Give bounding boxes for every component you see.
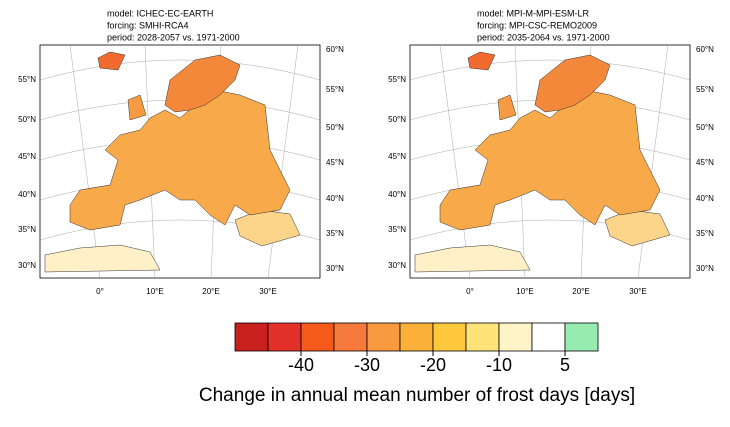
- colorbar-box: [465, 322, 500, 352]
- lat-label: 40°N: [18, 190, 36, 199]
- lon-label: 0°: [96, 287, 104, 296]
- land-iceland: [467, 51, 496, 71]
- lat-label: 35°N: [326, 229, 344, 238]
- lon-label: 20°E: [572, 287, 589, 296]
- lat-label: 40°N: [388, 190, 406, 199]
- lat-label: 30°N: [18, 261, 36, 270]
- lat-label: 40°N: [696, 194, 714, 203]
- lon-label: 20°E: [202, 287, 219, 296]
- lat-label: 40°N: [326, 194, 344, 203]
- panel-header: model: ICHEC-EC-EARTH: [107, 8, 213, 18]
- colorbar-tick-label: -30: [354, 355, 380, 375]
- map-panel: model: MPI-M-MPI-ESM-LR forcing: MPI-CSC-…: [388, 8, 714, 296]
- colorbar-box: [531, 322, 566, 352]
- colorbar-box: [498, 322, 533, 352]
- lat-label: 50°N: [388, 115, 406, 124]
- lon-label: 10°E: [146, 287, 163, 296]
- map-panel: model: ICHEC-EC-EARTH forcing: SMHI-RCA4 p…: [18, 8, 344, 296]
- colorbar-box: [267, 322, 302, 352]
- land-scandinavia: [534, 54, 611, 113]
- lat-label: 50°N: [326, 123, 344, 132]
- map-panels: model: ICHEC-EC-EARTH forcing: SMHI-RCA4 p…: [18, 8, 714, 296]
- colorbar-box: [234, 322, 269, 352]
- colorbar-label: Change in annual mean number of frost da…: [199, 385, 635, 406]
- lat-label: 35°N: [696, 229, 714, 238]
- colorbar-tick-label: 5: [560, 355, 570, 375]
- land-africa: [44, 244, 161, 273]
- lat-label: 30°N: [696, 264, 714, 273]
- lat-label: 30°N: [388, 261, 406, 270]
- graticule: [69, 44, 101, 279]
- colorbar-box: [300, 322, 335, 352]
- lon-label: 10°E: [516, 287, 533, 296]
- lat-label: 35°N: [388, 225, 406, 234]
- lat-label: 55°N: [388, 75, 406, 84]
- land-britain: [127, 94, 147, 121]
- panel-header: period: 2035-2064 vs. 1971-2000: [477, 32, 610, 42]
- lat-label: 45°N: [18, 152, 36, 161]
- lat-label: 55°N: [18, 75, 36, 84]
- lat-label: 30°N: [326, 264, 344, 273]
- graticule: [439, 44, 471, 279]
- lat-label: 60°N: [696, 45, 714, 54]
- colorbar-box: [564, 322, 599, 352]
- colorbar-tick-label: -20: [420, 355, 446, 375]
- panel-header: model: MPI-M-MPI-ESM-LR: [477, 8, 590, 18]
- land-iceland: [97, 51, 126, 71]
- lat-label: 55°N: [696, 85, 714, 94]
- colorbar-tick-label: -40: [288, 355, 314, 375]
- lat-label: 45°N: [388, 152, 406, 161]
- land-scandinavia: [164, 54, 241, 113]
- graticule: [39, 59, 321, 81]
- land-europe: [69, 89, 291, 231]
- colorbar-box: [399, 322, 434, 352]
- lon-label: 30°E: [629, 287, 646, 296]
- panel-header: forcing: SMHI-RCA4: [107, 20, 189, 30]
- panel-header: forcing: MPI-CSC-REMO2009: [477, 20, 597, 30]
- land-europe: [439, 89, 661, 231]
- colorbar-box: [432, 322, 467, 352]
- graticule: [409, 59, 691, 81]
- panel-header: period: 2028-2057 vs. 1971-2000: [107, 32, 240, 42]
- colorbar-tick-label: -10: [486, 355, 512, 375]
- lat-label: 35°N: [18, 225, 36, 234]
- lat-label: 45°N: [326, 158, 344, 167]
- lat-label: 55°N: [326, 85, 344, 94]
- lat-label: 45°N: [696, 158, 714, 167]
- lon-label: 30°E: [259, 287, 276, 296]
- colorbar: -40 -30 -20 -10 5: [234, 322, 599, 375]
- land-britain: [497, 94, 517, 121]
- lon-label: 0°: [466, 287, 474, 296]
- colorbar-box: [366, 322, 401, 352]
- lat-label: 50°N: [18, 115, 36, 124]
- lat-label: 50°N: [696, 123, 714, 132]
- lat-label: 60°N: [326, 45, 344, 54]
- land-africa: [414, 244, 531, 273]
- colorbar-box: [333, 322, 368, 352]
